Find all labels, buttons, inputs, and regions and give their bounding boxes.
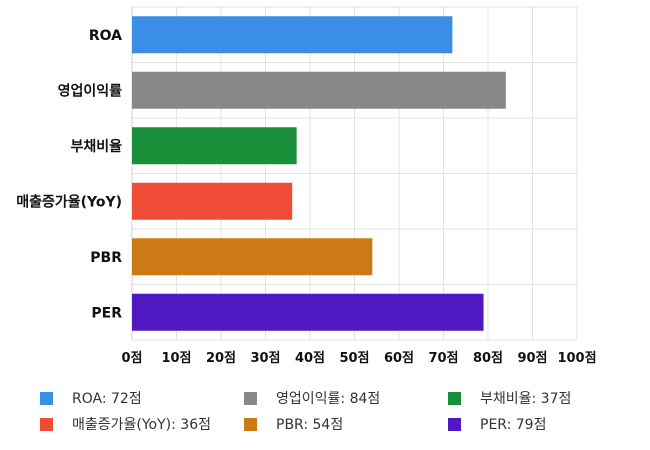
- x-tick-label: 70점: [428, 351, 458, 366]
- legend-swatch: [40, 417, 53, 431]
- x-tick-label: 40점: [295, 351, 325, 366]
- bar-2: [132, 127, 297, 165]
- category-label: 영업이익률: [58, 82, 123, 99]
- x-tick-label: 30점: [250, 351, 280, 366]
- x-tick-label: 60점: [384, 351, 414, 366]
- legend-item: 매출증가율(YoY): 36점: [40, 414, 211, 434]
- legend-item: 영업이익률: 84점: [244, 388, 380, 408]
- category-label: 매출증가율(YoY): [16, 193, 122, 210]
- legend-label: 부채비율: 37점: [480, 391, 572, 407]
- category-label: PER: [91, 305, 122, 321]
- legend-swatch: [40, 391, 53, 405]
- legend-label: 영업이익률: 84점: [276, 391, 381, 407]
- bar-3: [132, 182, 293, 220]
- bar-5: [132, 293, 484, 331]
- x-tick-label: 50점: [339, 351, 369, 366]
- bar-4: [132, 238, 373, 276]
- x-tick-label: 0점: [121, 351, 142, 366]
- legend-label: PER: 79점: [480, 417, 547, 433]
- x-tick-label: 90점: [517, 351, 547, 366]
- x-tick-label: 10점: [161, 351, 191, 366]
- legend-swatch: [448, 391, 461, 405]
- legend-item: 부채비율: 37점: [448, 388, 571, 408]
- x-tick-label: 20점: [206, 351, 236, 366]
- grid-lines: [131, 6, 578, 341]
- x-tick-labels: 0점 10점 20점 30점 40점 50점 60점 70점 80점 90점 100점: [121, 351, 596, 366]
- category-label: 부채비율: [70, 138, 122, 155]
- bars: [132, 16, 506, 331]
- category-label: ROA: [89, 28, 122, 44]
- legend-label: PBR: 54점: [276, 417, 344, 433]
- legend-label: ROA: 72점: [72, 391, 142, 407]
- x-tick-label: 100점: [557, 351, 596, 366]
- legend-item: ROA: 72점: [40, 388, 142, 408]
- legend-swatch: [448, 417, 461, 431]
- legend-item: PER: 79점: [448, 414, 546, 434]
- legend-item: PBR: 54점: [244, 414, 343, 434]
- bar-1: [132, 71, 506, 109]
- legend-swatch: [244, 417, 257, 431]
- legend-label: 매출증가율(YoY): 36점: [72, 417, 211, 433]
- bar-0: [132, 16, 453, 54]
- x-tick-label: 80점: [473, 351, 503, 366]
- legend-swatch: [244, 391, 257, 405]
- category-label: PBR: [90, 250, 122, 266]
